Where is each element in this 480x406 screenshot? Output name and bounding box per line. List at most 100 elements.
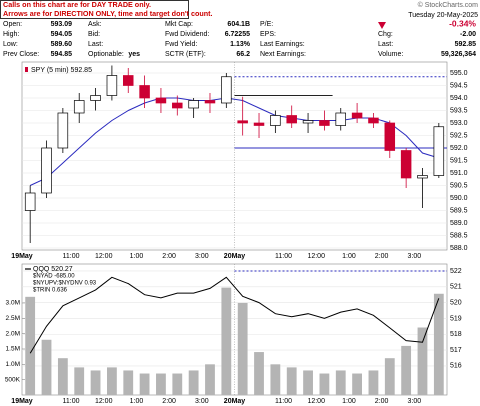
quote-label: High: [3, 31, 19, 38]
volume-bar [221, 287, 232, 395]
volume-bar [319, 373, 330, 395]
candle-body [57, 112, 69, 149]
candle-body [400, 150, 412, 179]
y-tick-label: 588.0 [450, 245, 468, 252]
quote-value: 66.2 [236, 51, 250, 58]
quote-label: Low: [3, 41, 18, 48]
candle-body [188, 100, 199, 109]
quote-value: 1.13% [230, 41, 251, 48]
quote-value: 594.05 [51, 31, 73, 38]
y-tick-label: 519 [450, 315, 462, 322]
copyright: © StockCharts.com [418, 1, 479, 9]
volume-bar [286, 367, 297, 395]
quote-label: Mkt Cap: [165, 21, 193, 28]
candle-body [122, 75, 134, 86]
indicator-label: $TRIN 0.636 [33, 288, 68, 294]
price-line [29, 276, 440, 354]
volume-bar [139, 373, 150, 395]
quote-value: 604.1B [227, 21, 250, 28]
quote-label: Last Earnings: [260, 41, 305, 48]
quote-label: Optionable: [88, 51, 124, 58]
indicator-label: $NYAD -685.00 [33, 274, 75, 280]
candle-body [270, 115, 281, 126]
volume-bar [90, 370, 101, 395]
x-tick-label: 19May [11, 398, 33, 405]
volume-bar [156, 373, 166, 395]
quote-label: P/E: [260, 21, 273, 28]
candle-body [106, 75, 118, 96]
candle-body [368, 117, 379, 124]
x-tick-label: 11:00 [275, 253, 292, 260]
quote-label: Next Earnings: [260, 51, 306, 58]
quote-label: Fwd Yield: [165, 41, 197, 48]
y-tick-label: 522 [450, 268, 462, 275]
x-tick-label: 20May [224, 253, 246, 260]
notice-line: Arrows are for DIRECTION ONLY, time and … [3, 9, 213, 18]
y-tick-label: 590.0 [450, 195, 468, 202]
x-tick-label: 11:00 [63, 253, 80, 260]
candle-body [221, 76, 232, 104]
quote-label: Last: [88, 41, 103, 48]
quote-label: Open: [3, 21, 22, 28]
quote-label: Chg: [378, 31, 393, 38]
volume-bar [172, 373, 183, 395]
x-tick-label: 3:00 [407, 398, 421, 405]
legend-icon [25, 67, 28, 72]
candle-body [155, 97, 167, 104]
candle-body [41, 147, 52, 194]
quote-label: EPS: [260, 31, 276, 38]
quote-label: Volume: [378, 51, 403, 58]
x-tick-label: 1:00 [130, 253, 144, 260]
y-tick-label: 589.0 [450, 220, 468, 227]
candle-body [335, 112, 347, 126]
quote-label: Bid: [88, 31, 100, 38]
volume-bar [368, 370, 379, 395]
candle-body [139, 85, 150, 99]
y-tick-label: 592.5 [450, 132, 468, 139]
x-tick-label: 2:00 [162, 253, 176, 260]
y2-tick-label: 1.0M [6, 361, 20, 368]
quote-value: 593.09 [51, 21, 73, 28]
notice-line: Calls on this chart are for DAY TRADE on… [3, 0, 151, 9]
volume-bar [107, 367, 117, 395]
y-tick-label: 588.5 [450, 232, 468, 239]
x-tick-label: 3:00 [195, 398, 209, 405]
y-tick-label: 592.0 [450, 145, 468, 152]
y2-tick-label: 2.5M [6, 315, 20, 322]
volume-bar [303, 370, 313, 395]
x-tick-label: 3:00 [407, 253, 421, 260]
candle-body [417, 175, 428, 179]
candle-body [237, 120, 248, 124]
y2-tick-label: 3.0M [6, 300, 20, 307]
quote-label: Fwd Dividend: [165, 31, 209, 38]
y-tick-label: 593.0 [450, 120, 468, 127]
y-tick-label: 591.0 [450, 170, 468, 177]
quote-value: 589.60 [51, 41, 73, 48]
y-tick-label: 595.0 [450, 70, 468, 77]
x-tick-label: 12:00 [95, 398, 113, 405]
candle-body [253, 122, 265, 126]
y-tick-label: 520 [450, 299, 462, 306]
volume-bar [205, 364, 215, 395]
y-tick-label: 591.5 [450, 157, 468, 164]
quote-value: 592.85 [455, 41, 477, 48]
x-tick-label: 11:00 [275, 398, 292, 405]
volume-bar [188, 370, 199, 395]
quote-value: -0.34% [449, 18, 476, 28]
indicator-label: $NYUPV:$NYDNV 0.93 [33, 281, 97, 287]
quote-label: Prev Close: [3, 51, 39, 58]
volume-bar [417, 327, 428, 395]
y2-tick-label: 500K [5, 376, 21, 383]
x-tick-label: 2:00 [162, 398, 176, 405]
volume-bar [352, 373, 362, 395]
notice-box [0, 0, 189, 19]
quote-value: 6.72255 [225, 31, 250, 38]
x-tick-label: 1:00 [342, 253, 356, 260]
y-tick-label: 521 [450, 284, 462, 291]
candle-body [90, 95, 101, 101]
x-tick-label: 3:00 [195, 253, 209, 260]
x-tick-label: 19May [11, 253, 33, 260]
x-tick-label: 11:00 [63, 398, 80, 405]
x-tick-label: 2:00 [375, 398, 389, 405]
